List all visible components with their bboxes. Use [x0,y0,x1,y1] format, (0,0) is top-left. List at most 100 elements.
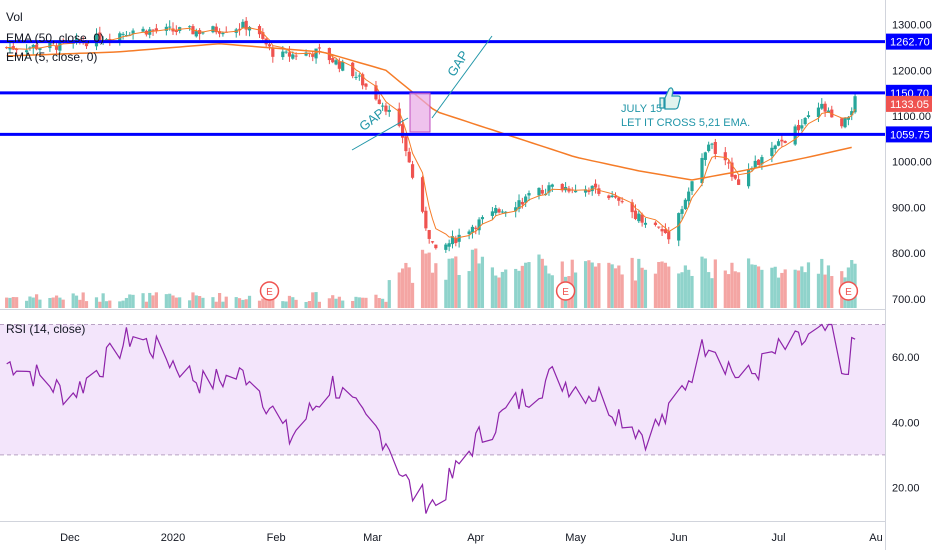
candle-body [351,62,355,77]
volume-bar [334,298,338,308]
rsi-band [0,324,885,455]
volume-bar [497,277,501,308]
candle-body [733,174,737,179]
candle-body [583,189,588,193]
volume-bar [364,297,368,308]
candle-body [304,52,308,56]
candle-body [168,26,172,28]
volume-bar [610,264,614,308]
candle-body [201,32,205,34]
volume-bar [703,258,707,308]
candle-body [480,217,485,220]
volume-bar [410,282,415,308]
volume-bar [314,292,318,308]
volume-bar [108,300,112,308]
candle-body [188,26,192,28]
candle-body [244,20,248,30]
candle-body [104,39,109,41]
candle-body [430,241,435,243]
candle-body [261,32,265,39]
candle-body [760,157,764,165]
candle-body [590,185,594,192]
volume-bar [657,261,661,308]
volume-bar [770,267,774,308]
volume-bar [141,293,145,308]
candle-body [474,227,478,229]
candle-body [630,202,634,213]
candle-body [287,52,292,57]
rsi-line [6,323,856,514]
level-price-text: 1262.70 [890,37,930,49]
volume-bar [407,267,411,308]
candle-body [816,107,821,118]
volume-bar [361,297,365,308]
candle-body [214,26,218,33]
volume-bar [573,272,578,308]
candle-body [723,152,727,161]
candle-body [384,105,388,112]
volume-bar [730,262,734,308]
candle-body [547,185,551,193]
horizontal-levels[interactable] [0,40,885,136]
candle-body [753,160,757,168]
volume-bar [178,297,182,308]
legend-vol[interactable]: Vol [6,10,23,24]
volume-bar [38,299,42,308]
volume-bar [637,258,641,308]
ema5-line [6,27,856,240]
candle-body [820,103,824,109]
volume-bar [284,301,288,308]
volume-bar [331,295,335,308]
candle-body [410,164,415,178]
time-tick-label: 2020 [161,532,185,544]
volume-bar [597,263,601,308]
volume-bar [444,279,448,308]
volume-bar [397,272,401,308]
volume-bar [34,294,39,308]
volume-bar [327,298,331,308]
legend-ema5[interactable]: EMA (5, close, 0) [6,50,98,64]
candle-body [164,26,168,31]
candle-body [620,201,624,203]
candle-body [853,96,857,113]
legend-rsi[interactable]: RSI (14, close) [6,322,86,336]
volume-bar [267,298,272,308]
volume-bar [653,273,658,308]
volume-bar [48,297,52,308]
volume-bar [171,295,175,308]
candle-body [613,195,618,198]
price-tick-label: 1100.00 [892,111,931,123]
candle-body [850,111,854,116]
legend-ema50[interactable]: EMA (50, close, 0) [6,31,105,45]
volume-bar [830,276,834,308]
volume-bar [148,292,152,308]
volume-bar [154,292,158,308]
price-tick-label: 900.00 [892,202,926,214]
volume-bar [550,275,554,308]
current-price-text: 1133.05 [890,99,929,111]
volume-bar [198,296,202,308]
volume-bar [164,294,168,308]
volume-bar [217,292,222,308]
candle-body [447,243,451,247]
volume-bar [746,258,751,308]
volume-bar [271,294,275,308]
volume-bar [11,297,15,308]
level-price-text: 1059.75 [890,129,930,141]
volume-bar [663,262,668,308]
volume-bar [5,297,9,308]
candle-body [497,209,501,213]
volume-bar [434,263,438,308]
volume-bar [800,266,804,308]
candle-body [294,55,298,57]
volume-bar [677,273,681,308]
time-tick-label: Jul [772,532,786,544]
volume-bar [700,256,704,308]
level-price-tag [886,33,932,50]
candle-body [573,190,578,193]
rsi-axis: 60.00 40.00 20.00 [892,352,920,494]
candle-body [524,196,528,203]
volume-bar [404,262,408,308]
